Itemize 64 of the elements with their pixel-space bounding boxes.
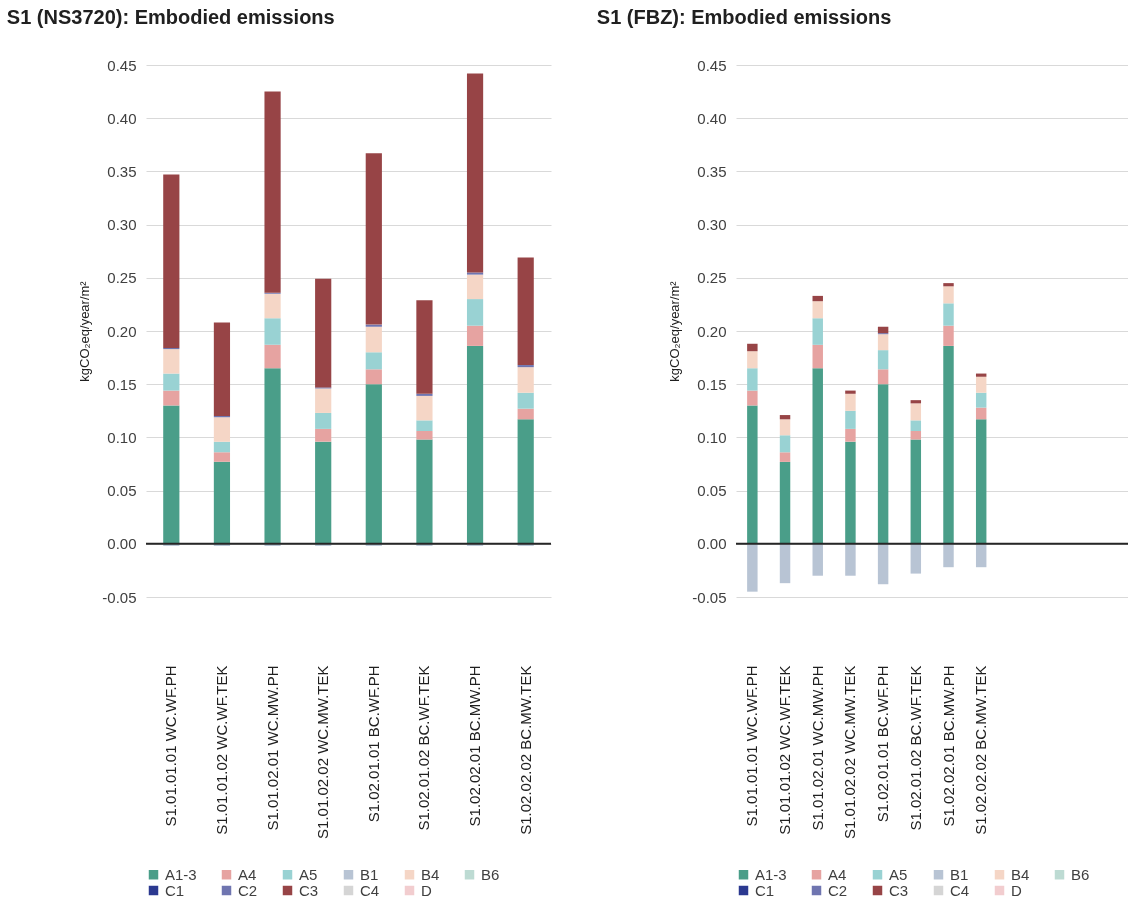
legend-label: A1-3 (165, 865, 197, 883)
legend-label: A4 (238, 865, 257, 883)
x-tick-label: S1.02.02.02 BC.MW.TEK (972, 665, 990, 835)
y-tick-label: 0.05 (107, 482, 137, 500)
x-tick-label: S1.01.02.01 WC.MW.PH (263, 665, 281, 831)
x-tick-label: S1.02.01.01 BC.WF.PH (874, 665, 892, 823)
legend-label: B6 (1071, 865, 1090, 883)
y-tick-label: 0.25 (107, 269, 137, 287)
x-tick-label: S1.02.01.02 BC.WF.TEK (906, 665, 924, 831)
y-tick-label: 0.40 (697, 109, 727, 127)
x-tick-label: S1.01.01.02 WC.WF.TEK (212, 665, 230, 835)
x-tick-label: S1.01.02.02 WC.MW.TEK (841, 665, 859, 839)
x-tick-label: S1.01.01.01 WC.WF.PH (743, 665, 761, 827)
y-tick-label: 0.40 (107, 109, 137, 127)
legend-label: C1 (165, 881, 185, 899)
y-tick-label: -0.05 (692, 588, 727, 606)
legend-label: C4 (360, 881, 380, 899)
y-axis-title: kgCO₂eq/year/m² (77, 280, 93, 382)
x-tick-label: S1.02.02.01 BC.MW.PH (466, 665, 484, 827)
y-axis-title: kgCO₂eq/year/m² (667, 280, 683, 382)
chart-title: S1 (NS3720): Embodied emissions (6, 6, 335, 28)
legend-label: A5 (889, 865, 908, 883)
legend-label: B6 (481, 865, 500, 883)
legend-label: B1 (950, 865, 969, 883)
legend-label: D (421, 881, 432, 899)
legend-label: C2 (828, 881, 848, 899)
y-tick-label: -0.05 (102, 588, 137, 606)
y-tick-label: 0.30 (697, 216, 727, 234)
y-tick-label: 0.05 (697, 482, 727, 500)
legend-label: A5 (299, 865, 318, 883)
legend-label: C2 (238, 881, 258, 899)
y-tick-label: 0.45 (697, 56, 727, 74)
legend-label: B4 (1011, 865, 1030, 883)
legend-label: A1-3 (755, 865, 787, 883)
legend-label: A4 (828, 865, 847, 883)
x-tick-label: S1.02.02.02 BC.MW.TEK (516, 665, 534, 835)
legend-label: C3 (889, 881, 909, 899)
legend-label: B1 (360, 865, 379, 883)
y-tick-label: 0.00 (107, 535, 137, 553)
y-tick-label: 0.20 (107, 322, 137, 340)
y-tick-label: 0.35 (107, 162, 137, 180)
legend-label: B4 (421, 865, 440, 883)
y-tick-label: 0.10 (697, 428, 727, 446)
legend-label: C3 (299, 881, 319, 899)
chart-title: S1 (FBZ): Embodied emissions (596, 6, 892, 28)
y-tick-label: 0.25 (697, 269, 727, 287)
x-tick-label: S1.02.02.01 BC.MW.PH (939, 665, 957, 827)
x-tick-label: S1.02.01.01 BC.WF.PH (364, 665, 382, 823)
y-tick-label: 0.45 (107, 56, 137, 74)
y-tick-label: 0.00 (697, 535, 727, 553)
y-tick-label: 0.20 (697, 322, 727, 340)
y-tick-label: 0.30 (107, 216, 137, 234)
y-tick-label: 0.35 (697, 162, 727, 180)
x-tick-label: S1.01.02.01 WC.MW.PH (808, 665, 826, 831)
y-tick-label: 0.15 (697, 375, 727, 393)
x-tick-label: S1.01.01.01 WC.WF.PH (162, 665, 180, 827)
y-tick-label: 0.10 (107, 428, 137, 446)
x-tick-label: S1.01.01.02 WC.WF.TEK (776, 665, 794, 835)
y-tick-label: 0.15 (107, 375, 137, 393)
x-tick-label: S1.02.01.02 BC.WF.TEK (415, 665, 433, 831)
legend-label: D (1011, 881, 1022, 899)
x-tick-label: S1.01.02.02 WC.MW.TEK (314, 665, 332, 839)
legend-label: C1 (755, 881, 775, 899)
legend-label: C4 (950, 881, 970, 899)
